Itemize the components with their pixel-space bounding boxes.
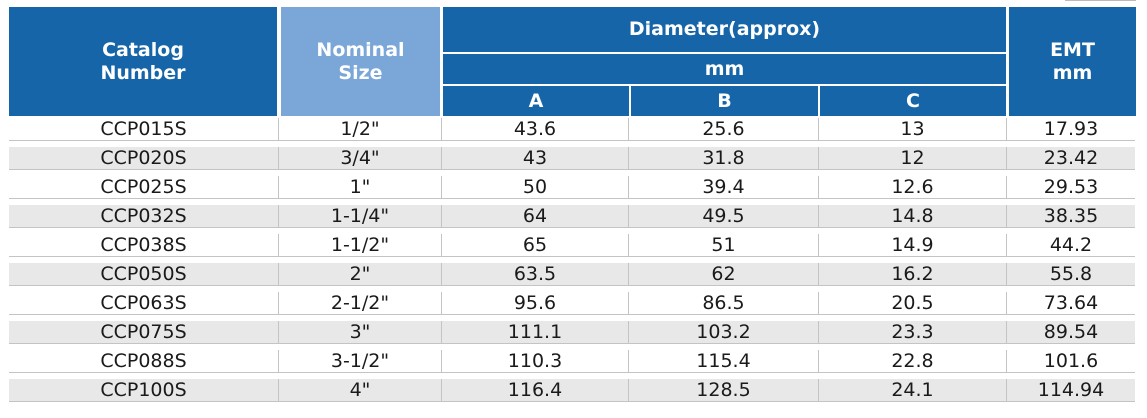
table-row: CCP025S 1" 50 39.4 12.6 29.53 xyxy=(9,176,1135,199)
table-row: CCP088S 3-1/2" 110.3 115.4 22.8 101.6 xyxy=(9,350,1135,373)
header-emt: EMT mm xyxy=(1009,7,1136,116)
cell-diameter-b: 25.6 xyxy=(629,118,819,141)
cell-diameter-b: 103.2 xyxy=(629,321,819,344)
cell-emt: 55.8 xyxy=(1049,263,1093,285)
cell-diameter-a: 63.5 xyxy=(442,263,629,286)
cell-emt: 101.6 xyxy=(1043,350,1099,372)
cell-diameter-c: 16.2 xyxy=(819,263,1007,286)
cell-diameter-b: 39.4 xyxy=(629,176,819,199)
cell-diameter-c: 13 xyxy=(819,118,1007,141)
cell-emt: 89.54 xyxy=(1043,321,1099,343)
cell-diameter-b: 115.4 xyxy=(629,350,819,373)
cell-emt: 29.53 xyxy=(1043,176,1099,198)
cell-nominal-size: 2" xyxy=(279,263,442,286)
cell-emt: 114.94 xyxy=(1037,379,1105,401)
cell-catalog-number: CCP075S xyxy=(9,321,279,344)
cell-nominal-size: 4" xyxy=(279,379,442,402)
cell-emt: 23.42 xyxy=(1043,147,1099,169)
cell-nominal-size: 3/4" xyxy=(279,147,442,170)
header-diameter-unit: mm xyxy=(443,54,1006,84)
cell-diameter-a: 95.6 xyxy=(442,292,629,315)
table-row: CCP032S 1-1/4" 64 49.5 14.8 38.35 xyxy=(9,205,1135,228)
table-row: CCP038S 1-1/2" 65 51 14.9 44.2 xyxy=(9,234,1135,257)
cell-diameter-a: 116.4 xyxy=(442,379,629,402)
cell-diameter-b: 49.5 xyxy=(629,205,819,228)
cell-nominal-size: 1/2" xyxy=(279,118,442,141)
cell-diameter-a: 111.1 xyxy=(442,321,629,344)
cell-diameter-a: 43.6 xyxy=(442,118,629,141)
cell-diameter-b: 86.5 xyxy=(629,292,819,315)
cell-diameter-a: 50 xyxy=(442,176,629,199)
cell-diameter-c: 12 xyxy=(819,147,1007,170)
cell-diameter-b: 62 xyxy=(629,263,819,286)
cell-catalog-number: CCP038S xyxy=(9,234,279,257)
cell-diameter-a: 110.3 xyxy=(442,350,629,373)
header-col-c: C xyxy=(820,86,1006,116)
cell-nominal-size: 1-1/2" xyxy=(279,234,442,257)
cell-diameter-a: 64 xyxy=(442,205,629,228)
cell-emt: 44.2 xyxy=(1049,234,1093,256)
cell-nominal-size: 2-1/2" xyxy=(279,292,442,315)
header-diameter: Diameter(approx) xyxy=(443,7,1006,52)
cell-catalog-number: CCP088S xyxy=(9,350,279,373)
cell-catalog-number: CCP020S xyxy=(9,147,279,170)
table-row: CCP015S 1/2" 43.6 25.6 13 17.93 xyxy=(9,118,1135,141)
cell-diameter-b: 128.5 xyxy=(629,379,819,402)
cell-catalog-number: CCP063S xyxy=(9,292,279,315)
cell-catalog-number: CCP015S xyxy=(9,118,279,141)
cell-diameter-c: 23.3 xyxy=(819,321,1007,344)
cell-catalog-number: CCP025S xyxy=(9,176,279,199)
cell-nominal-size: 1" xyxy=(279,176,442,199)
cell-diameter-c: 24.1 xyxy=(819,379,1007,402)
header-nominal-size: Nominal Size xyxy=(281,7,440,116)
header-col-a: A xyxy=(443,86,629,116)
header-col-b: B xyxy=(631,86,818,116)
table-row: CCP020S 3/4" 43 31.8 12 23.42 xyxy=(9,147,1135,170)
cell-emt: 17.93 xyxy=(1043,118,1099,140)
header-catalog-number: Catalog Number xyxy=(9,7,277,116)
cell-nominal-size: 1-1/4" xyxy=(279,205,442,228)
cell-diameter-a: 43 xyxy=(442,147,629,170)
cell-diameter-a: 65 xyxy=(442,234,629,257)
table-row: CCP075S 3" 111.1 103.2 23.3 89.54 xyxy=(9,321,1135,344)
cell-diameter-b: 31.8 xyxy=(629,147,819,170)
cell-nominal-size: 3-1/2" xyxy=(279,350,442,373)
table-row: CCP050S 2" 63.5 62 16.2 55.8 xyxy=(9,263,1135,286)
cell-nominal-size: 3" xyxy=(279,321,442,344)
cell-diameter-c: 12.6 xyxy=(819,176,1007,199)
cell-emt: 73.64 xyxy=(1043,292,1099,314)
cell-diameter-c: 14.9 xyxy=(819,234,1007,257)
cell-emt: 38.35 xyxy=(1043,205,1099,227)
cell-diameter-c: 22.8 xyxy=(819,350,1007,373)
cell-catalog-number: CCP050S xyxy=(9,263,279,286)
top-rule xyxy=(1065,0,1136,1)
cell-diameter-c: 14.8 xyxy=(819,205,1007,228)
cell-catalog-number: CCP100S xyxy=(9,379,279,402)
cell-catalog-number: CCP032S xyxy=(9,205,279,228)
cell-diameter-b: 51 xyxy=(629,234,819,257)
cell-diameter-c: 20.5 xyxy=(819,292,1007,315)
table-row: CCP063S 2-1/2" 95.6 86.5 20.5 73.64 xyxy=(9,292,1135,315)
table-row: CCP100S 4" 116.4 128.5 24.1 114.94 xyxy=(9,379,1135,402)
